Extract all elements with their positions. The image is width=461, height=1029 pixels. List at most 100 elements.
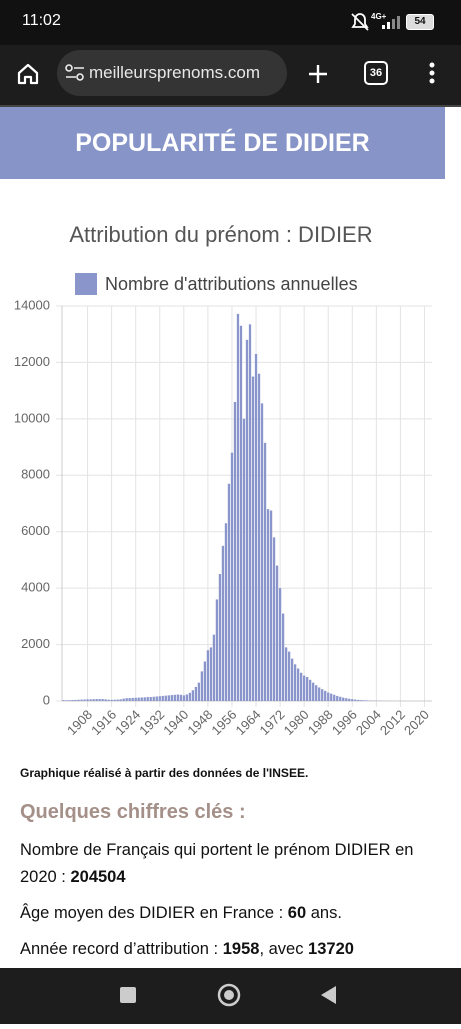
url: meilleursprenoms.com xyxy=(89,63,285,83)
bar xyxy=(303,676,305,701)
x-tick-label: 2020 xyxy=(401,707,432,738)
y-tick-label: 10000 xyxy=(14,410,50,425)
bar xyxy=(80,700,82,701)
bar xyxy=(92,699,94,701)
legend-label: Nombre d'attributions annuelles xyxy=(105,274,358,294)
bar xyxy=(65,700,67,701)
tab-switcher[interactable]: 36 xyxy=(364,61,388,85)
bar xyxy=(240,326,242,701)
x-tick-label: 1972 xyxy=(257,707,288,738)
bar xyxy=(261,403,263,701)
bar xyxy=(123,699,125,701)
bar xyxy=(68,700,70,701)
menu-button[interactable] xyxy=(424,61,440,87)
bar xyxy=(264,443,266,701)
clock: 11:02 xyxy=(22,12,61,30)
bar xyxy=(104,699,106,701)
source-note: Graphique réalisé à partir des données d… xyxy=(20,766,308,780)
bar xyxy=(98,699,100,701)
x-tick-label: 1980 xyxy=(281,707,312,738)
site-settings-icon[interactable] xyxy=(65,64,85,82)
x-tick-label: 1924 xyxy=(112,707,143,738)
bar xyxy=(327,693,329,701)
chart-title: Attribution du prénom : DIDIER xyxy=(69,222,372,247)
bar xyxy=(291,659,293,701)
browser-toolbar: meilleursprenoms.com 36 xyxy=(0,45,461,107)
bar xyxy=(351,699,353,701)
bar xyxy=(324,691,326,701)
bar xyxy=(126,698,128,701)
bar xyxy=(231,453,233,701)
bar xyxy=(276,566,278,701)
key-figure: Nombre de Français qui portent le prénom… xyxy=(20,837,440,891)
bar xyxy=(77,700,79,701)
back-button[interactable] xyxy=(321,986,336,1004)
battery: 54 xyxy=(406,14,434,30)
new-tab-button[interactable] xyxy=(306,62,330,86)
bar xyxy=(168,695,170,701)
bar xyxy=(336,696,338,701)
bar xyxy=(162,696,164,701)
bar xyxy=(192,690,194,701)
bar xyxy=(222,546,224,701)
bar xyxy=(294,664,296,701)
bar xyxy=(189,693,191,701)
bar xyxy=(132,698,134,701)
bar xyxy=(144,697,146,701)
bar xyxy=(210,647,212,701)
bar xyxy=(165,696,167,701)
bar xyxy=(171,695,173,701)
address-bar[interactable]: meilleursprenoms.com xyxy=(57,50,287,96)
y-tick-label: 4000 xyxy=(21,580,50,595)
bar xyxy=(219,574,221,701)
bar xyxy=(279,588,281,701)
bar xyxy=(156,696,158,701)
bar xyxy=(267,509,269,701)
bar xyxy=(342,698,344,701)
key-figure-value: 60 xyxy=(288,904,306,922)
bar xyxy=(306,677,308,701)
bar xyxy=(150,697,152,701)
bar xyxy=(186,695,188,701)
x-tick-label: 1940 xyxy=(160,707,191,738)
x-tick-label: 1956 xyxy=(208,707,239,738)
bar xyxy=(174,695,176,701)
navigation-bar xyxy=(0,968,461,1024)
bar xyxy=(300,673,302,701)
bar xyxy=(285,647,287,701)
key-figure-value: 1958 xyxy=(223,940,260,958)
x-tick-label: 1996 xyxy=(329,707,360,738)
bar xyxy=(135,698,137,701)
bar xyxy=(207,650,209,701)
bar xyxy=(147,697,149,701)
bar xyxy=(345,698,347,701)
bar xyxy=(297,669,299,701)
y-tick-label: 6000 xyxy=(21,523,50,538)
bar xyxy=(86,699,88,701)
bar xyxy=(315,685,317,701)
key-figure-text: , avec xyxy=(259,940,308,958)
bar xyxy=(141,697,143,701)
bar xyxy=(318,687,320,701)
bar xyxy=(270,511,272,701)
bar xyxy=(354,700,356,701)
x-tick-label: 1932 xyxy=(136,707,167,738)
bar xyxy=(333,695,335,701)
bar xyxy=(348,699,350,701)
bar xyxy=(153,697,155,701)
bar xyxy=(213,635,215,701)
bar xyxy=(83,699,85,701)
bar xyxy=(246,340,248,701)
bar xyxy=(204,662,206,702)
key-figure-text: Âge moyen des DIDIER en France : xyxy=(20,904,288,922)
bar xyxy=(243,419,245,701)
page-banner: POPULARITÉ DE DIDIER xyxy=(0,107,445,179)
recents-button[interactable] xyxy=(120,987,136,1003)
bar xyxy=(312,683,314,701)
bar xyxy=(228,484,230,701)
bar xyxy=(183,695,185,701)
x-tick-label: 1948 xyxy=(184,707,215,738)
bar xyxy=(321,689,323,701)
home-button[interactable] xyxy=(16,62,40,86)
